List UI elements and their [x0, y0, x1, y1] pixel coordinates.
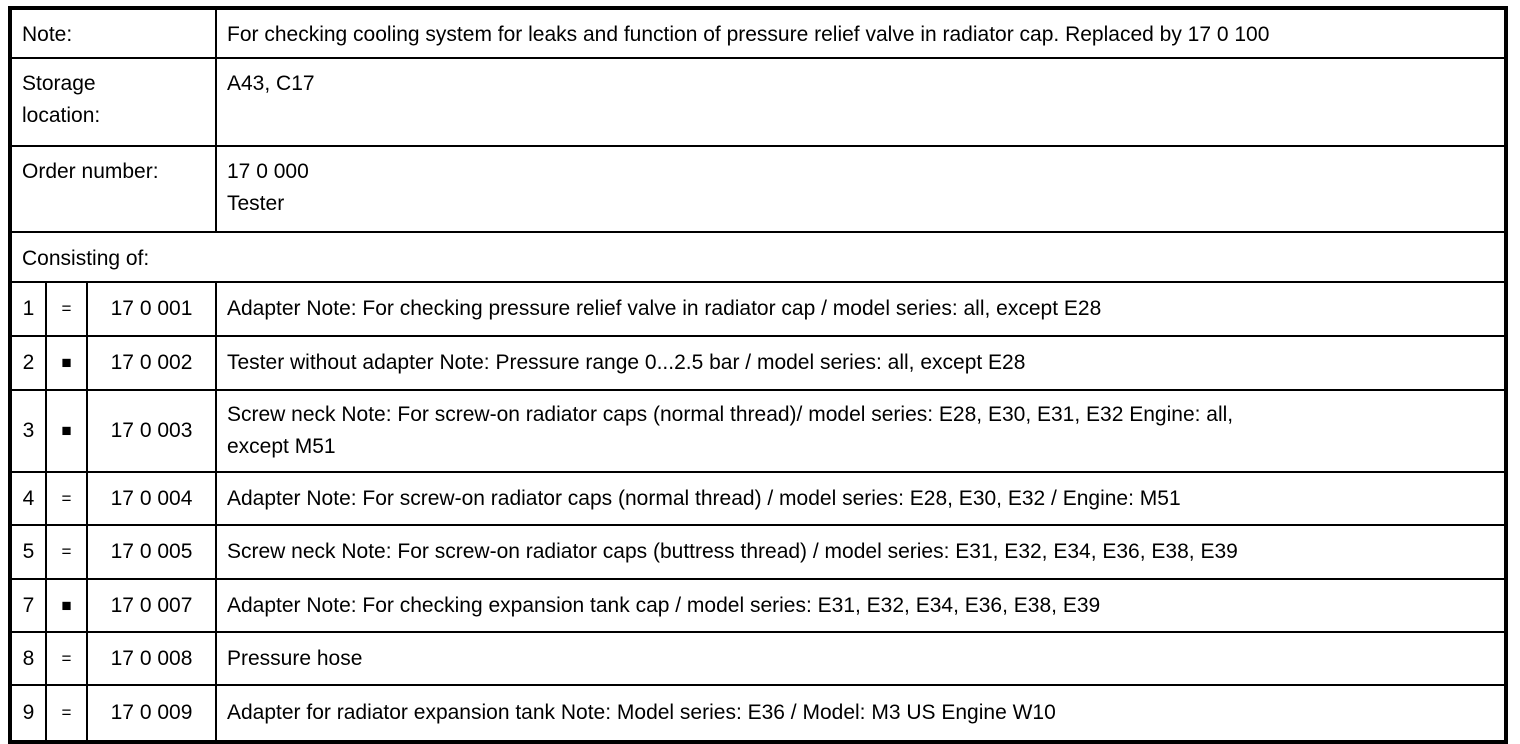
table-row: 4 = 17 0 004 Adapter Note: For screw-on … [12, 473, 1504, 526]
equals-symbol: = [47, 473, 88, 524]
consisting-of-row: Consisting of: [12, 233, 1504, 283]
item-number: 3 [12, 391, 47, 471]
equals-glyph: = [61, 648, 72, 668]
equals-glyph: = [61, 488, 72, 508]
item-description: Adapter Note: For checking expansion tan… [227, 593, 1101, 617]
item-order-number: 17 0 007 [88, 580, 217, 631]
storage-location-row: Storage location: A43, C17 [12, 59, 1504, 147]
equals-symbol: = [47, 526, 88, 578]
item-order-number: 17 0 005 [88, 526, 217, 578]
item-order-number: 17 0 004 [88, 473, 217, 524]
item-number: 1 [12, 283, 47, 335]
item-order-number: 17 0 003 [88, 391, 217, 471]
table-row: 5 = 17 0 005 Screw neck Note: For screw-… [12, 526, 1504, 580]
equals-symbol: = [47, 633, 88, 684]
item-order-number: 17 0 002 [88, 337, 217, 389]
order-number-row: Order number: 17 0 000 Tester [12, 147, 1504, 233]
table-row: 8 = 17 0 008 Pressure hose [12, 633, 1504, 686]
item-description: Screw neck Note: For screw-on radiator c… [227, 540, 1238, 563]
parts-table: Note: For checking cooling system for le… [8, 6, 1508, 744]
equals-glyph: ■ [61, 353, 72, 372]
order-number-value: 17 0 000 Tester [227, 160, 309, 215]
consisting-of-label: Consisting of: [22, 247, 150, 270]
storage-location-label: Storage location: [12, 59, 217, 145]
table-row: 7 ■ 17 0 007 Adapter Note: For checking … [12, 580, 1504, 633]
table-row: 2 ■ 17 0 002 Tester without adapter Note… [12, 337, 1504, 391]
equals-glyph: = [61, 542, 72, 561]
table-row: 9 = 17 0 009 Adapter for radiator expans… [12, 686, 1504, 740]
item-description: Tester without adapter Note: Pressure ra… [227, 351, 1026, 374]
item-number: 5 [12, 526, 47, 578]
equals-glyph: ■ [61, 595, 72, 615]
item-order-number: 17 0 009 [88, 686, 217, 740]
item-order-number: 17 0 008 [88, 633, 217, 684]
equals-symbol: ■ [47, 391, 88, 471]
equals-symbol: = [47, 283, 88, 335]
note-label: Note: [12, 10, 217, 57]
item-number: 2 [12, 337, 47, 389]
order-number-label: Order number: [12, 147, 217, 231]
note-value: For checking cooling system for leaks an… [227, 23, 1270, 46]
item-description: Screw neck Note: For screw-on radiator c… [227, 403, 1234, 458]
equals-glyph: = [61, 299, 72, 318]
item-number: 7 [12, 580, 47, 631]
equals-symbol: ■ [47, 580, 88, 631]
equals-symbol: = [47, 686, 88, 740]
item-number: 4 [12, 473, 47, 524]
item-description: Adapter Note: For checking pressure reli… [227, 297, 1102, 320]
item-description: Adapter Note: For screw-on radiator caps… [227, 486, 1181, 510]
equals-symbol: ■ [47, 337, 88, 389]
item-description: Adapter for radiator expansion tank Note… [227, 701, 1056, 724]
item-order-number: 17 0 001 [88, 283, 217, 335]
item-description: Pressure hose [227, 646, 363, 670]
equals-glyph: ■ [61, 421, 72, 440]
equals-glyph: = [61, 703, 72, 722]
storage-location-value: A43, C17 [227, 72, 315, 95]
note-row: Note: For checking cooling system for le… [12, 10, 1504, 59]
table-row: 1 = 17 0 001 Adapter Note: For checking … [12, 283, 1504, 337]
item-number: 9 [12, 686, 47, 740]
table-row: 3 ■ 17 0 003 Screw neck Note: For screw-… [12, 391, 1504, 473]
item-number: 8 [12, 633, 47, 684]
